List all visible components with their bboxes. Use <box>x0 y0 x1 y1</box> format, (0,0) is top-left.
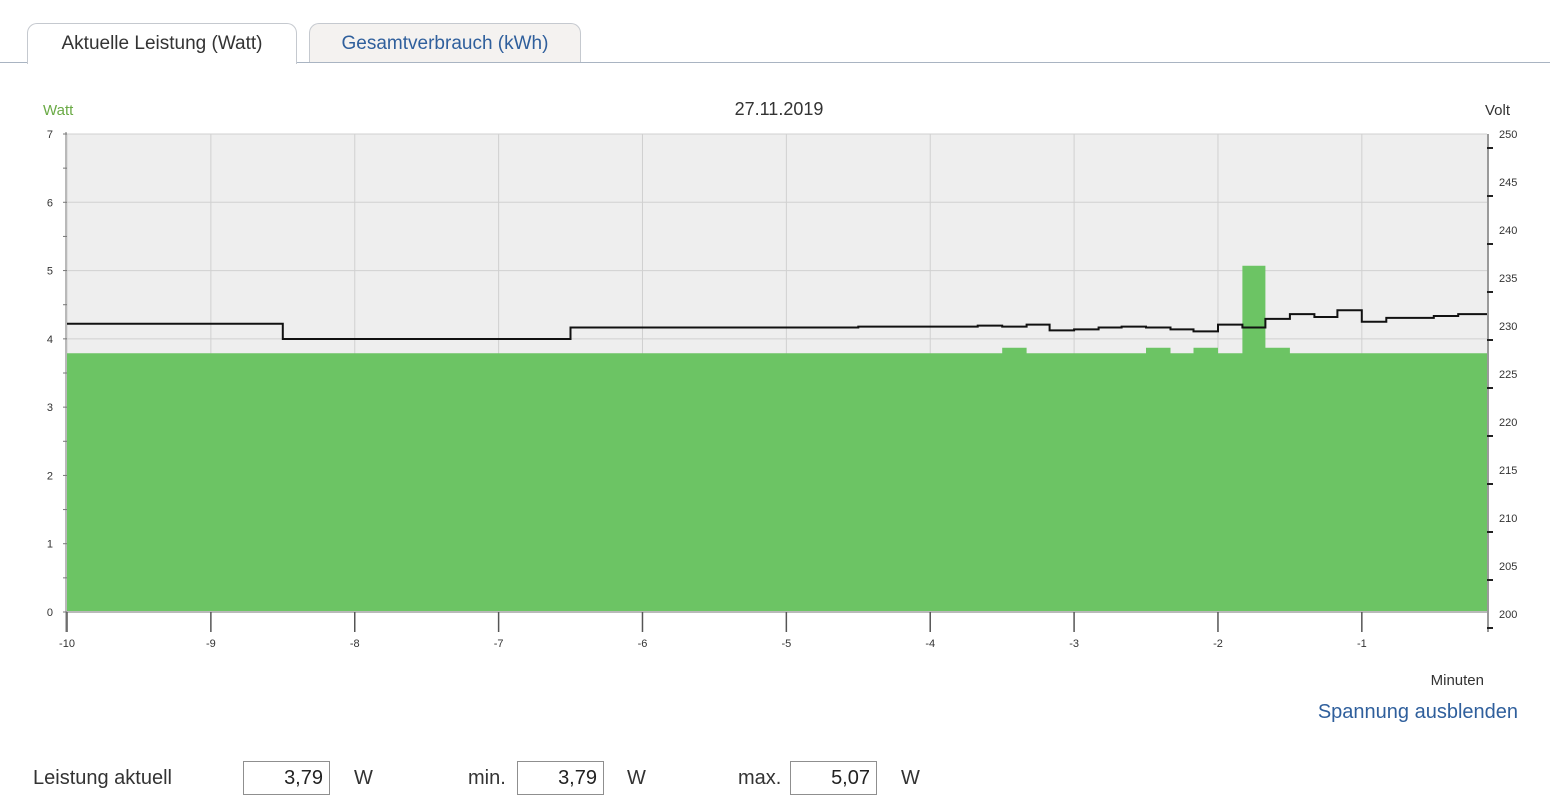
x-tick-label: -5 <box>781 638 791 650</box>
current-power-value: 3,79 <box>243 761 330 795</box>
x-tick-label: -7 <box>494 638 504 650</box>
x-axis-label: Minuten <box>1431 672 1484 689</box>
x-tick-label: -9 <box>206 638 216 650</box>
current-power-label: Leistung aktuell <box>33 767 172 789</box>
min-power-value: 3,79 <box>517 761 604 795</box>
y-left-tick-label: 0 <box>47 607 53 619</box>
x-tick-label: -6 <box>638 638 648 650</box>
x-tick-label: -1 <box>1357 638 1367 650</box>
y-left-tick-label: 2 <box>47 470 53 482</box>
x-tick-label: -2 <box>1213 638 1223 650</box>
y-left-tick-label: 6 <box>47 197 53 209</box>
min-power-unit: W <box>627 767 646 789</box>
y-right-tick-label: 200 <box>1499 609 1517 621</box>
power-chart-svg: 0 1 2 3 4 5 6 7 -10 -9 -8 -7 -6 -5 -4 -3 -2 -1 200 205 210 21… <box>43 99 1517 689</box>
x-tick-label: -3 <box>1069 638 1079 650</box>
power-area-series <box>67 265 1487 612</box>
hide-voltage-link[interactable]: Spannung ausblenden <box>1317 701 1518 723</box>
voltage-line-series <box>67 309 1488 340</box>
y-left-tick-label: 1 <box>47 539 53 551</box>
x-tick-label: -4 <box>925 638 935 650</box>
y-right-tick-label: 245 <box>1499 177 1517 189</box>
y-left-tick-label: 3 <box>47 402 53 414</box>
y-right-tick-label: 250 <box>1499 129 1517 141</box>
y-right-tick-label: 225 <box>1499 369 1517 381</box>
stats-row: Leistung aktuell 3,79 W min. 3,79 W max.… <box>0 758 1550 802</box>
max-power-label: max. <box>738 767 782 789</box>
y-left-tick-label: 7 <box>47 129 53 141</box>
y-right-tick-label: 215 <box>1499 465 1517 477</box>
y-left-tick-label: 4 <box>47 334 53 346</box>
y-right-tick-label: 210 <box>1499 513 1517 525</box>
y-right-tick-label: 230 <box>1499 321 1517 333</box>
y-right-tick-label: 220 <box>1499 417 1517 429</box>
tab-total-consumption[interactable]: Gesamtverbrauch (kWh) <box>309 23 581 63</box>
min-power-label: min. <box>468 767 506 789</box>
tab-current-power[interactable]: Aktuelle Leistung (Watt) <box>27 23 297 64</box>
y-axis-right-label: Volt <box>1485 102 1511 119</box>
y-right-tick-label: 205 <box>1499 561 1517 573</box>
x-tick-label: -10 <box>59 638 75 650</box>
tab-bar: Aktuelle Leistung (Watt) Gesamtverbrauch… <box>0 0 1550 64</box>
chart-title: 27.11.2019 <box>735 99 824 119</box>
y-right-tick-label: 235 <box>1499 273 1517 285</box>
x-tick-label: -8 <box>350 638 360 650</box>
tab-divider <box>0 62 1550 63</box>
max-power-value: 5,07 <box>790 761 877 795</box>
y-left-tick-label: 5 <box>47 266 53 278</box>
current-power-unit: W <box>354 767 373 789</box>
max-power-unit: W <box>901 767 920 789</box>
y-axis-left-label: Watt <box>43 102 74 119</box>
power-chart: 0 1 2 3 4 5 6 7 -10 -9 -8 -7 -6 -5 -4 -3 -2 -1 200 205 210 21… <box>0 90 1550 690</box>
y-right-tick-label: 240 <box>1499 225 1517 237</box>
